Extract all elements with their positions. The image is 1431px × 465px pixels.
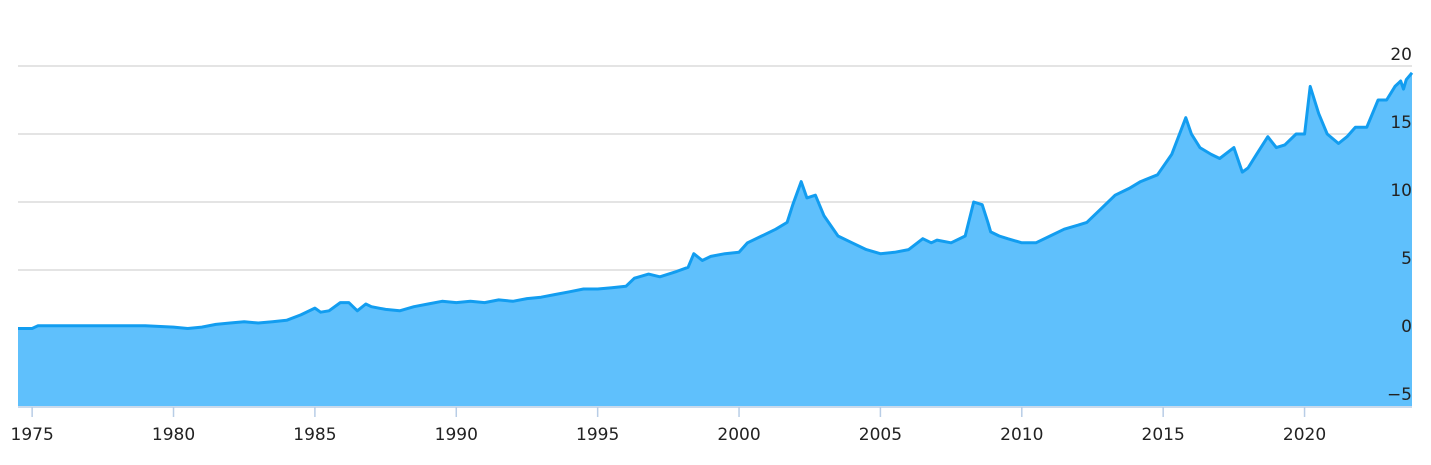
x-tick-label: 2020	[1283, 425, 1326, 445]
x-tick-label: 1975	[11, 425, 54, 445]
y-tick-label: −5	[1387, 385, 1412, 405]
y-tick-label: 0	[1401, 317, 1412, 337]
x-tick-label: 1990	[435, 425, 478, 445]
y-tick-label: 5	[1401, 249, 1412, 269]
x-axis: 1975 1980 1985 1990 1995 2000 2005 2010 2015 2020	[11, 407, 1326, 445]
series-line	[18, 71, 1414, 330]
x-tick-label: 1985	[293, 425, 336, 445]
x-tick-label: 1995	[576, 425, 619, 445]
x-tick-label: 2005	[859, 425, 902, 445]
area-fill	[18, 72, 1412, 407]
y-tick-label: 15	[1390, 113, 1412, 133]
x-tick-label: 1980	[152, 425, 195, 445]
x-tick-label: 2000	[717, 425, 760, 445]
y-tick-label: 20	[1390, 45, 1412, 65]
x-tick-label: 2015	[1142, 425, 1185, 445]
x-tick-label: 2010	[1000, 425, 1043, 445]
y-axis: 20 15 10 5 0 −5	[1387, 45, 1412, 405]
y-tick-label: 10	[1390, 181, 1412, 201]
